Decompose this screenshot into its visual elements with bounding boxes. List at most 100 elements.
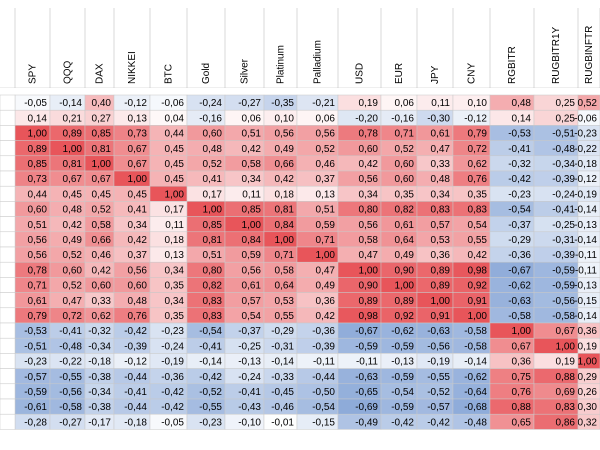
cell-value-label: 0,90 [359,281,379,292]
cell-value-label: 0,60 [395,159,415,170]
cell-value-label: 0,61 [28,296,48,307]
cell-value-label: -0,05 [161,417,184,428]
cell-value-label: -0,16 [199,113,222,124]
cell-value-label: -0,41 [552,205,575,216]
cell-value-label: -0,13 [574,220,597,231]
cell-value-label: 0,56 [128,265,148,276]
cell-value-label: 0,89 [431,281,451,292]
cell-value-label: -0,14 [59,98,82,109]
cell-value-label: 0,19 [578,341,598,352]
cell-value-label: -0,39 [124,341,147,352]
cell-value-label: 0,67 [128,159,148,170]
cell-value-label: 0,71 [316,235,336,246]
cell-value-label: -0,06 [161,98,184,109]
cell-value-label: -0,12 [464,113,487,124]
cell-value-label: -0,41 [199,341,222,352]
cell-value-label: -0,34 [552,159,575,170]
cell-value-label: -0,45 [271,387,294,398]
cell-value-label: 0,34 [431,189,451,200]
cell-value-label: 0,53 [275,296,295,307]
cell-value-label: -0,23 [199,417,222,428]
cell-value-label: -0,23 [161,326,184,337]
cell-value-label: -0,55 [427,372,450,383]
cell-value-label: -0,54 [199,326,222,337]
cell-value-label: 0,42 [468,250,488,261]
cell-value-label: 0,33 [431,159,451,170]
cell-value-label: -0,18 [88,357,111,368]
cell-value-label: 0,44 [165,129,185,140]
heatmap-cells: -0,05 -0,14 0,40 -0,12 -0,06 -0,24 -0,27 -0,35-… [0,94,600,430]
cell-value-label: 0,52 [63,281,83,292]
row-stub [0,292,16,309]
cell-value-label: 0,65 [512,417,532,428]
cell-value-label: -0,19 [161,357,184,368]
cell-value-label: 0,56 [359,174,379,185]
cell-value-label: -0,37 [238,326,261,337]
cell-value-label: 0,45 [165,159,185,170]
cell-value-label: 0,34 [165,296,185,307]
cell-value-label: 0,83 [468,205,488,216]
cell-value-label: 0,46 [316,159,336,170]
cell-value-label: -0,42 [161,387,184,398]
cell-value-label: -0,53 [24,326,47,337]
cell-value-label: -0,41 [508,144,531,155]
cell-value-label: 0,17 [165,205,185,216]
cell-value-label: 0,45 [165,174,185,185]
cell-value-label: -0,31 [271,341,294,352]
cell-value-label: 0,84 [242,235,262,246]
cell-value-label: 0,71 [28,281,48,292]
cell-value-label: 0,32 [578,417,598,428]
column-header-cny: CNY [467,63,478,84]
cell-value-label: -0,23 [574,129,597,140]
cell-value-label: 0,17 [203,189,223,200]
cell-value-label: 0,49 [316,281,336,292]
cell-value-label: -0,58 [59,402,82,413]
heatmap-cell [577,413,600,430]
cell-value-label: 0,72 [468,144,488,155]
cell-value-label: -0,13 [574,281,597,292]
cell-value-label: 0,44 [28,189,48,200]
cell-value-label: -0,19 [574,189,597,200]
cell-value-label: -0,24 [199,98,222,109]
cell-value-label: 0,34 [165,265,185,276]
cell-value-label: 0,89 [63,129,83,140]
cell-value-label: 0,61 [242,281,262,292]
cell-value-label: 0,42 [359,159,379,170]
cell-value-label: 0,06 [242,113,262,124]
cell-value-label: 0,67 [556,326,576,337]
cell-value-label: 0,25 [556,113,576,124]
row-stub [0,307,16,324]
cell-value-label: -0,12 [124,98,147,109]
cell-value-label: 0,35 [468,189,488,200]
cell-value-label: 0,54 [468,220,488,231]
cell-value-label: 0,06 [395,98,415,109]
cell-value-label: -0,22 [574,144,597,155]
cell-value-label: -0,18 [124,417,147,428]
cell-value-label: 0,88 [512,402,532,413]
cell-value-label: 0,29 [578,372,598,383]
cell-value-label: 0,60 [395,174,415,185]
cell-value-label: 0,41 [128,205,148,216]
cell-value-label: 1,00 [395,281,415,292]
cell-value-label: 0,62 [468,159,488,170]
cell-value-label: 0,48 [128,296,148,307]
cell-value-label: -0,55 [199,402,222,413]
cell-value-label: -0,59 [391,402,414,413]
cell-value-label: -0,51 [24,341,47,352]
cell-value-label: -0,42 [427,417,450,428]
cell-value-label: 0,81 [63,159,83,170]
cell-value-label: 0,85 [203,220,223,231]
cell-value-label: 0,58 [242,159,262,170]
cell-value-label: 0,51 [316,205,336,216]
row-stub [0,413,16,430]
cell-value-label: -0,27 [59,417,82,428]
cell-value-label: -0,25 [552,220,575,231]
column-header-rugbinftr: RUGBINFTR [584,26,595,84]
cell-value-label: -0,52 [199,387,222,398]
cell-value-label: 0,57 [242,296,262,307]
cell-value-label: -0,11 [575,265,597,276]
cell-value-label: -0,21 [312,98,335,109]
cell-value-label: 0,64 [275,281,295,292]
cell-value-label: 0,46 [92,250,112,261]
cell-value-label: 0,41 [203,174,223,185]
